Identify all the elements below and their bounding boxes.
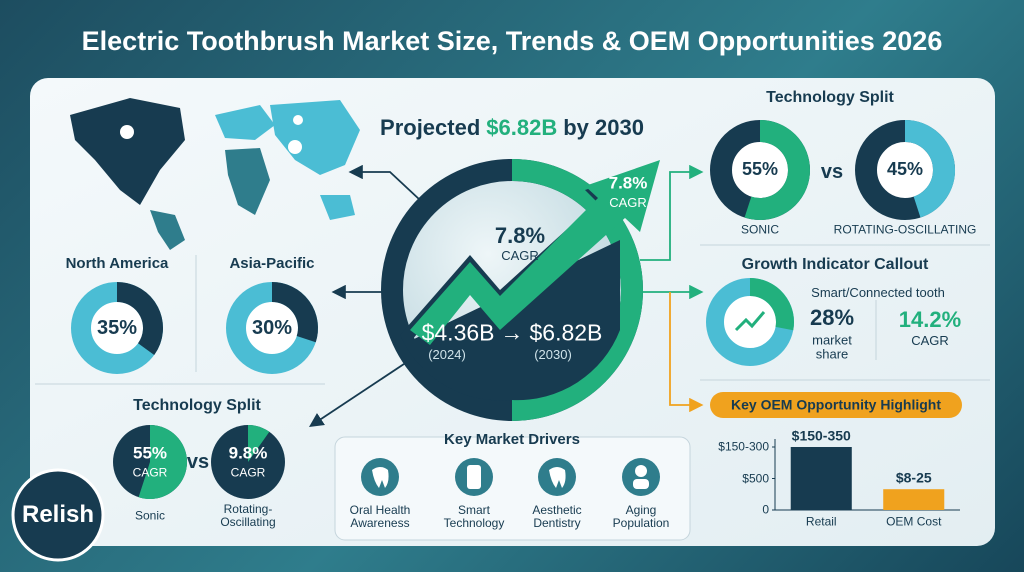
headline-value: $6.82B (486, 115, 558, 140)
growth-icon (734, 311, 766, 332)
x-tick-label: Retail (805, 514, 837, 529)
y-tick-label: $150-300 (718, 439, 769, 454)
pie-slice (138, 425, 187, 499)
value-caption: CAGR (230, 465, 266, 480)
value-label: 55% (741, 159, 779, 180)
from-value: $4.36B (421, 319, 495, 346)
value-label: 55% (132, 443, 168, 463)
driver: Oral Health Awareness (349, 502, 411, 530)
category-label: Asia-Pacific (229, 254, 315, 272)
category-label: Rotating-Oscillating (220, 501, 276, 529)
cagr-label: CAGR (911, 332, 949, 348)
separator: vs (186, 451, 210, 473)
donut-arc (749, 278, 794, 331)
cagr-label: CAGR (501, 247, 539, 263)
value-label: 28% (809, 304, 855, 330)
drivers-box (334, 436, 691, 541)
donut-arc (744, 120, 810, 220)
bar (790, 447, 852, 510)
cagr-value: 7.8% (608, 173, 648, 193)
driver: Aging Population (612, 502, 670, 530)
driver-icons (361, 458, 660, 496)
hero-graphic (381, 159, 660, 421)
headline-text: by 2030 (563, 115, 644, 140)
logo: Relish (21, 500, 95, 528)
category-label: ROTATING-OSCILLATING (833, 222, 977, 237)
arrow: → (500, 319, 524, 346)
value-label: 30% (251, 317, 293, 339)
pie-slice (248, 425, 270, 462)
category-label: North America (65, 254, 169, 272)
year: (2024) (428, 346, 466, 362)
chart-title: Technology Split (766, 89, 894, 107)
category-label: Sonic (134, 508, 166, 523)
projection: $4.36B → $6.82B (422, 320, 603, 347)
world-map (70, 98, 360, 250)
logo-badge (11, 468, 105, 562)
value-label: 35% (96, 317, 138, 339)
cagr-label: CAGR (609, 194, 647, 210)
title: Electric Toothbrush Market Size, Trends … (81, 26, 943, 57)
driver: Smart Technology (443, 502, 505, 530)
value-caption: market share (812, 332, 852, 362)
value-caption: CAGR (132, 465, 168, 480)
driver: Aesthetic Dentistry (532, 502, 582, 530)
pill (710, 392, 962, 418)
bar (883, 489, 945, 510)
chart-title: Growth Indicator Callout (741, 256, 929, 274)
value-label: $8-25 (895, 469, 932, 486)
value-label: $150-350 (791, 427, 851, 444)
drivers-title: Key Market Drivers (444, 430, 580, 448)
x-tick-label: OEM Cost (886, 514, 942, 529)
donut-arc (271, 282, 318, 343)
chart-title: Key OEM Opportunity Highlight (731, 396, 941, 413)
cagr-value: 7.8% (494, 222, 546, 248)
to-value: $6.82B (529, 319, 603, 346)
donut-arc (116, 282, 163, 356)
chart-title: Technology Split (133, 397, 261, 415)
category-label: SONIC (740, 222, 780, 237)
value-label: 45% (886, 159, 924, 180)
y-tick-label: $500 (742, 470, 769, 485)
subtitle: Smart/Connected tooth (811, 284, 945, 300)
year: (2030) (534, 346, 572, 362)
cagr-value: 14.2% (898, 306, 962, 332)
separator: vs (820, 161, 844, 183)
y-tick-label: 0 (762, 502, 769, 517)
value-label: 9.8% (228, 443, 268, 463)
donut-arc (904, 120, 955, 218)
headline: Projected $6.82B by 2030 (380, 115, 644, 141)
headline-text: Projected (380, 115, 481, 140)
